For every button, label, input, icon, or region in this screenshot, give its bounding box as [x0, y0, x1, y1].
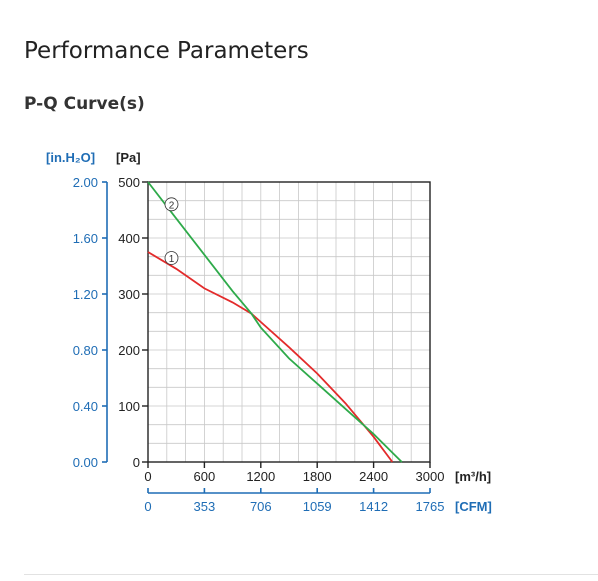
y-tick-label-inh2o: 1.60	[73, 231, 98, 246]
y-tick-label-pa: 400	[118, 231, 140, 246]
y-tick-label-pa: 0	[133, 455, 140, 470]
x-tick-label-m3h: 2400	[359, 469, 388, 484]
y-tick-label-inh2o: 0.00	[73, 455, 98, 470]
x-tick-label-m3h: 0	[144, 469, 151, 484]
series-line-1	[147, 251, 394, 463]
section-title: Performance Parameters	[24, 38, 309, 64]
series-line-2	[147, 181, 403, 463]
y-tick-label-pa: 200	[118, 343, 140, 358]
y-tick-label-inh2o: 0.80	[73, 343, 98, 358]
series-marker-2	[164, 197, 179, 212]
y-axis-label-inh2o: [in.H₂O]	[46, 150, 95, 165]
plot-frame	[147, 181, 431, 463]
x-tick-label-cfm: 0	[144, 499, 151, 514]
y-tick-label-inh2o: 2.00	[73, 175, 98, 190]
x-tick-label-m3h: 600	[194, 469, 216, 484]
x-tick-label-m3h: 1200	[246, 469, 275, 484]
pq-chart: 0 100 200 300 400 500 0.00 0.40 0.80 1.20 1.60 2.00…	[0, 140, 598, 540]
x-axis-label-cfm: [CFM]	[455, 499, 492, 514]
chart-grid	[148, 182, 430, 462]
pq-chart-svg: 01002003004005000.000.400.801.201.602.00…	[46, 150, 492, 514]
y-tick-label-inh2o: 0.40	[73, 399, 98, 414]
x-tick-label-m3h: 3000	[416, 469, 445, 484]
x-axis-label-m3h: [m³/h]	[455, 469, 491, 484]
x-tick-label-cfm: 706	[250, 499, 272, 514]
divider	[24, 574, 598, 575]
chart-labels: 01002003004005000.000.400.801.201.602.00…	[46, 150, 492, 514]
y-tick-label-pa: 300	[118, 287, 140, 302]
x-tick-label-cfm: 353	[194, 499, 216, 514]
chart-axes	[102, 181, 431, 494]
y-tick-label-inh2o: 1.20	[73, 287, 98, 302]
y-tick-label-pa: 500	[118, 175, 140, 190]
x-tick-label-cfm: 1412	[359, 499, 388, 514]
series-marker-1	[164, 251, 179, 265]
x-tick-label-cfm: 1059	[303, 499, 332, 514]
series-label-2: 2	[169, 200, 175, 211]
x-tick-label-cfm: 1765	[416, 499, 445, 514]
curve-subtitle: P-Q Curve(s)	[24, 94, 145, 114]
series-label-1: 1	[169, 254, 175, 265]
x-tick-label-m3h: 1800	[303, 469, 332, 484]
y-tick-label-pa: 100	[118, 399, 140, 414]
y-axis-label-pa: [Pa]	[116, 150, 141, 165]
chart-series	[147, 181, 403, 463]
